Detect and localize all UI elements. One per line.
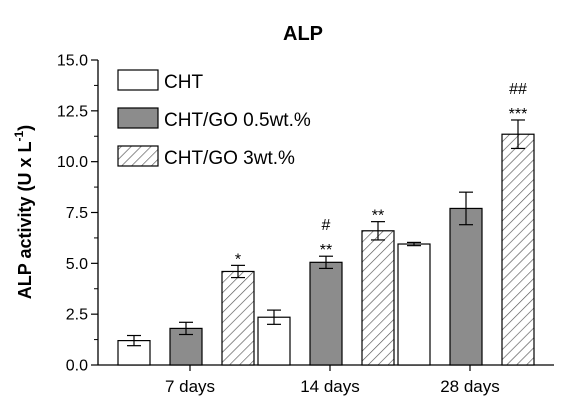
y-tick-label: 10.0: [57, 154, 88, 171]
legend-label: CHT/GO 3wt.%: [164, 148, 295, 169]
y-tick-label: 12.5: [57, 103, 88, 120]
bar: [117, 340, 151, 366]
x-category-label: 14 days: [300, 377, 360, 396]
legend-label: CHT: [164, 72, 203, 93]
legend-label: CHT/GO 0.5wt.%: [164, 110, 311, 131]
significance-label: #: [322, 217, 331, 234]
bar: [397, 243, 431, 366]
legend-swatch: [117, 107, 159, 129]
legend-swatch: [117, 145, 159, 167]
significance-label: ##: [509, 81, 527, 98]
plot-area: 0.0 2.5 5.0 7.5 10.0 12.5 15.0 7 days 14 days 28 …: [57, 53, 554, 396]
bar: [449, 207, 483, 366]
legend: CHT CHT/GO 0.5wt.% CHT/GO 3wt.%: [117, 69, 311, 169]
significance-label: **: [372, 208, 384, 225]
y-axis-label-text: ALP activity (U x L: [15, 141, 35, 299]
significance-label: *: [235, 251, 241, 268]
bar: [309, 261, 343, 366]
chart-title: ALP: [283, 23, 323, 45]
y-tick-label: 0.0: [66, 358, 88, 375]
y-tick-label: 2.5: [66, 307, 88, 324]
y-tick-label: 7.5: [66, 205, 88, 222]
significance-label: **: [320, 242, 332, 259]
y-tick-label: 15.0: [57, 53, 88, 70]
bar: [501, 133, 535, 366]
y-tick-label: 5.0: [66, 256, 88, 273]
bar: [221, 270, 255, 366]
y-axis-label: ALP activity (U x L-1): [12, 125, 35, 299]
x-category-label: 7 days: [165, 377, 215, 396]
y-axis-label-close: ): [15, 125, 35, 131]
bar: [257, 316, 291, 366]
y-axis-label-superscript: -1: [12, 130, 26, 141]
bar: [361, 230, 395, 366]
legend-swatch: [117, 69, 159, 91]
significance-label: ***: [509, 106, 528, 123]
x-category-label: 28 days: [440, 377, 500, 396]
